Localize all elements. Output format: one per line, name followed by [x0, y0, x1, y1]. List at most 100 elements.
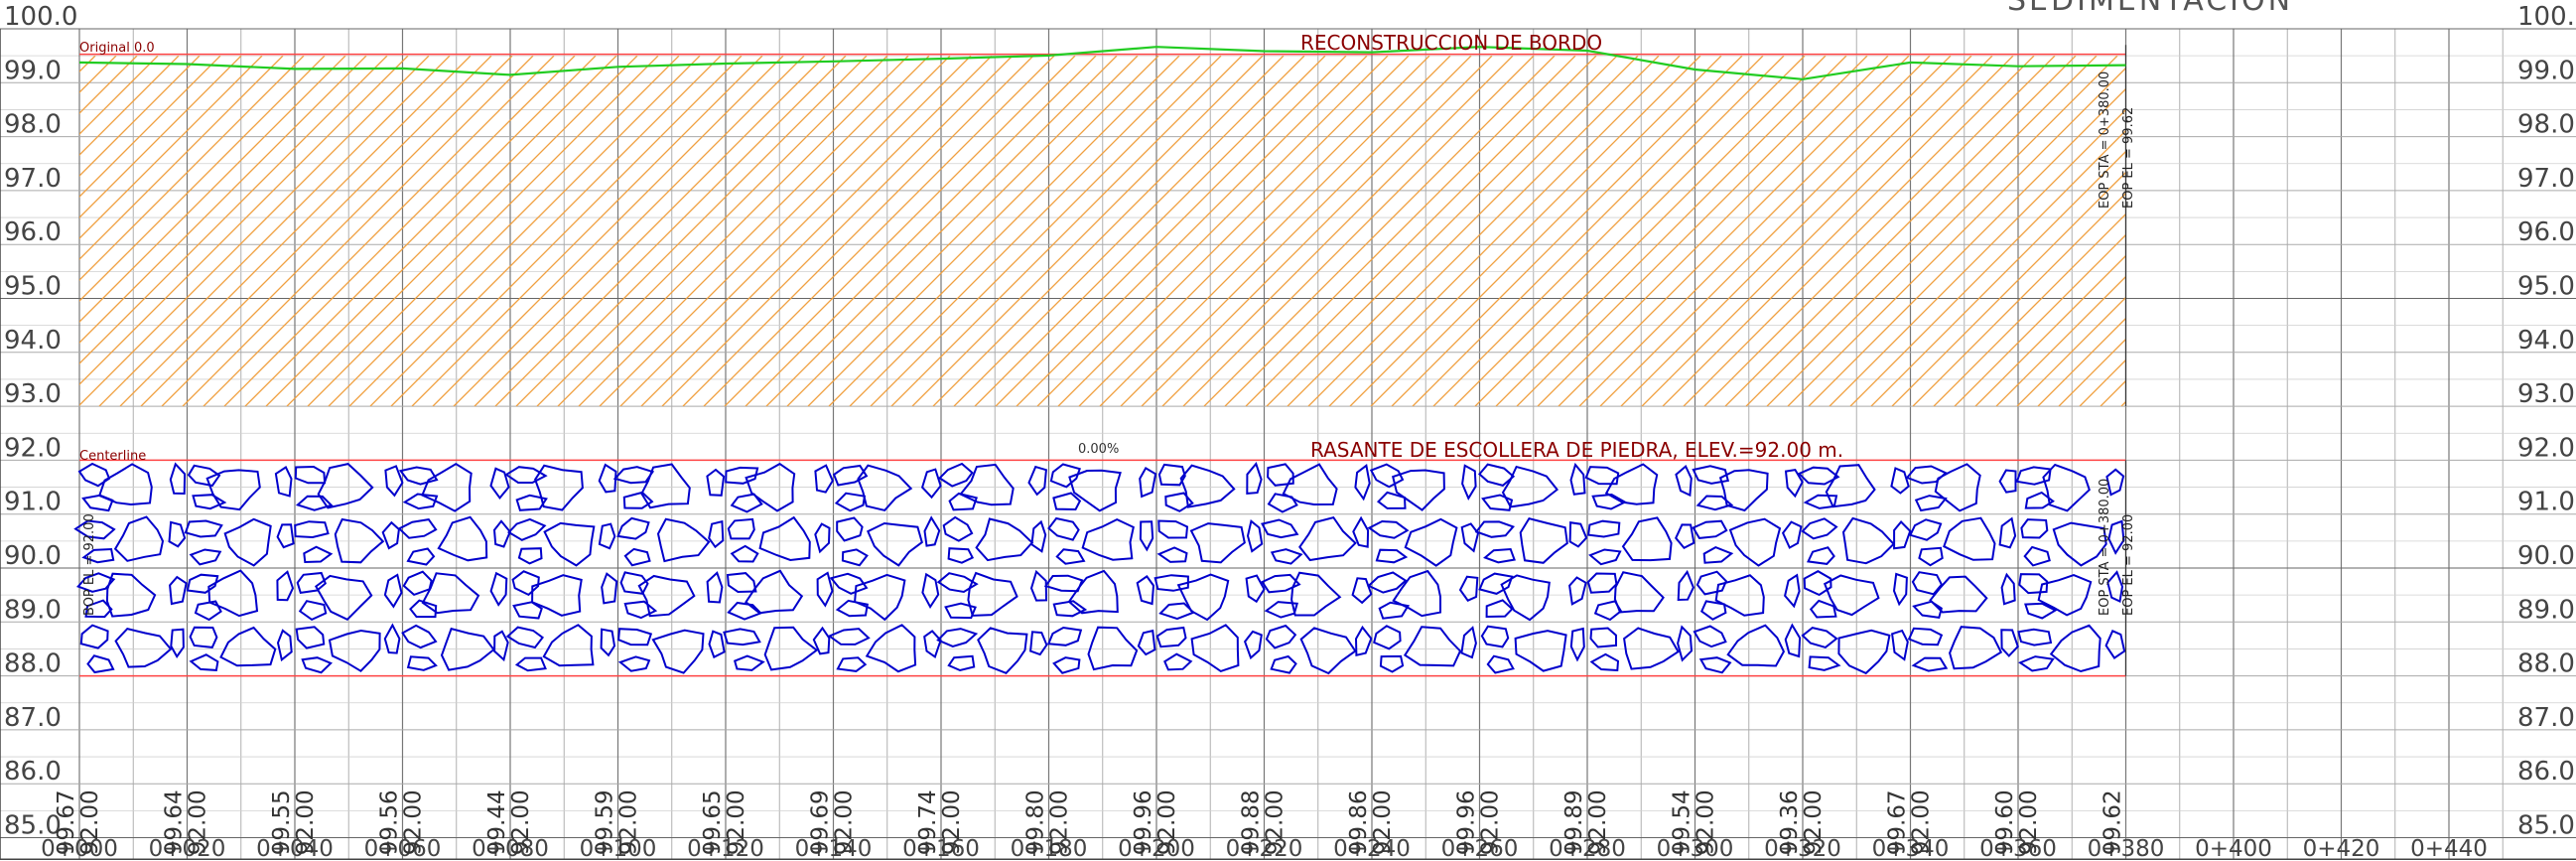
existing-elevation-value: 99.36 [1777, 789, 1803, 855]
station-label: 0+000 [41, 836, 118, 861]
riprap-stone [512, 601, 543, 620]
riprap-stone [623, 600, 658, 620]
design-elevation-value: 92.00 [939, 789, 965, 855]
hatch-line [1099, 56, 1451, 407]
riprap-stone [1029, 569, 1048, 602]
riprap-stone [1586, 572, 1618, 594]
riprap-stone [1825, 464, 1876, 508]
hatch-line [807, 56, 1159, 407]
riprap-stone [1943, 516, 1996, 561]
hatch-line [79, 56, 305, 282]
riprap-stone [1692, 519, 1728, 539]
riprap-stone [1136, 575, 1155, 606]
riprap-stone [1929, 575, 1988, 614]
riprap-stone [1891, 629, 1909, 661]
existing-elevation-value: 99.96 [1454, 789, 1480, 855]
existing-elevation-value: 99.89 [1561, 789, 1587, 855]
riprap-stone [1046, 626, 1083, 646]
existing-elevation-value: 99.74 [915, 789, 941, 855]
riprap-stone [1267, 463, 1294, 487]
riprap-stone [2017, 628, 2053, 646]
riprap-stone [1699, 600, 1727, 621]
riprap-stone [948, 492, 978, 511]
riprap-stone [612, 466, 655, 485]
riprap-stone [1157, 463, 1186, 487]
hatch-line [661, 56, 1014, 407]
existing-elevation-value: 99.60 [1992, 789, 2018, 855]
existing-elevation-value: 99.55 [269, 789, 295, 855]
riprap-stone [763, 626, 819, 671]
riprap-stone [294, 520, 330, 539]
riprap-stone [1375, 548, 1409, 564]
riprap-stone [81, 494, 114, 512]
riprap-stone [832, 464, 869, 487]
riprap-stone [334, 517, 385, 564]
riprap-stone [1137, 629, 1156, 656]
riprap-stone [1052, 600, 1088, 618]
riprap-stone [977, 627, 1028, 674]
riprap-stone [1068, 469, 1122, 512]
riprap-stone [814, 522, 831, 554]
riprap-stone [1623, 627, 1680, 670]
hatch-line [1391, 56, 1743, 407]
elevation-label-right: 97.0 [2517, 164, 2575, 194]
riprap-stone [169, 462, 187, 496]
station-label: 0+440 [2410, 836, 2488, 861]
riprap-stone [1478, 463, 1516, 488]
riprap-stone [959, 463, 1015, 506]
riprap-stone [1298, 515, 1357, 562]
riprap-stone [836, 516, 864, 542]
riprap-stone [601, 572, 618, 605]
existing-elevation-value: 99.88 [1239, 789, 1265, 855]
riprap-stone [1613, 571, 1665, 614]
riprap-stone [1139, 520, 1154, 552]
riprap-stone [1367, 519, 1410, 539]
riprap-stone [1163, 652, 1193, 671]
hatch-line [1474, 56, 1827, 407]
riprap-stone [2042, 463, 2091, 512]
station-label: 0+340 [1872, 836, 1950, 861]
riprap-stone [384, 465, 404, 498]
hatch-line [1036, 56, 1389, 407]
riprap-stone [1049, 463, 1081, 489]
riprap-stone [511, 570, 540, 597]
elevation-label-right: 85.0 [2517, 811, 2575, 841]
riprap-stone [1568, 576, 1587, 606]
riprap-stone [1246, 461, 1263, 495]
riprap-stone [1695, 495, 1734, 511]
riprap-stone [1807, 546, 1835, 565]
hatch-line [390, 56, 743, 407]
riprap-stone [1692, 465, 1730, 485]
riprap-stone [2018, 573, 2049, 595]
hatch-line [1683, 56, 2035, 407]
riprap-stone [421, 463, 473, 512]
riprap-stone [1485, 599, 1514, 619]
riprap-stone [1519, 516, 1568, 564]
hatch-line [2016, 296, 2126, 407]
riprap-stone [726, 572, 757, 594]
elevation-label-right: 99.0 [2517, 56, 2575, 85]
riprap-stone [1052, 656, 1081, 674]
riprap-stone [1823, 574, 1880, 617]
riprap-stone [936, 628, 979, 647]
riprap-stone [616, 516, 650, 540]
riprap-stone [492, 519, 511, 548]
riprap-stone [189, 653, 219, 671]
riprap-stone [421, 572, 480, 615]
hatch-line [765, 56, 1118, 407]
riprap-stone [1081, 517, 1135, 561]
riprap-stone [723, 628, 761, 646]
profile-lines [78, 45, 2127, 677]
riprap-stone [84, 599, 113, 619]
riprap-stone [1270, 548, 1303, 565]
design-elevation-value: 92.00 [508, 789, 534, 855]
riprap-stone [1369, 463, 1405, 489]
hatch-line [1203, 56, 1556, 407]
riprap-stone [745, 462, 796, 512]
design-elevation-value: 92.00 [1801, 789, 1827, 855]
riprap-stone [938, 462, 974, 488]
design-elevation-value: 92.00 [186, 789, 211, 855]
riprap-stone [1675, 523, 1695, 550]
riprap-stone [834, 492, 867, 512]
riprap-stone [493, 630, 509, 662]
